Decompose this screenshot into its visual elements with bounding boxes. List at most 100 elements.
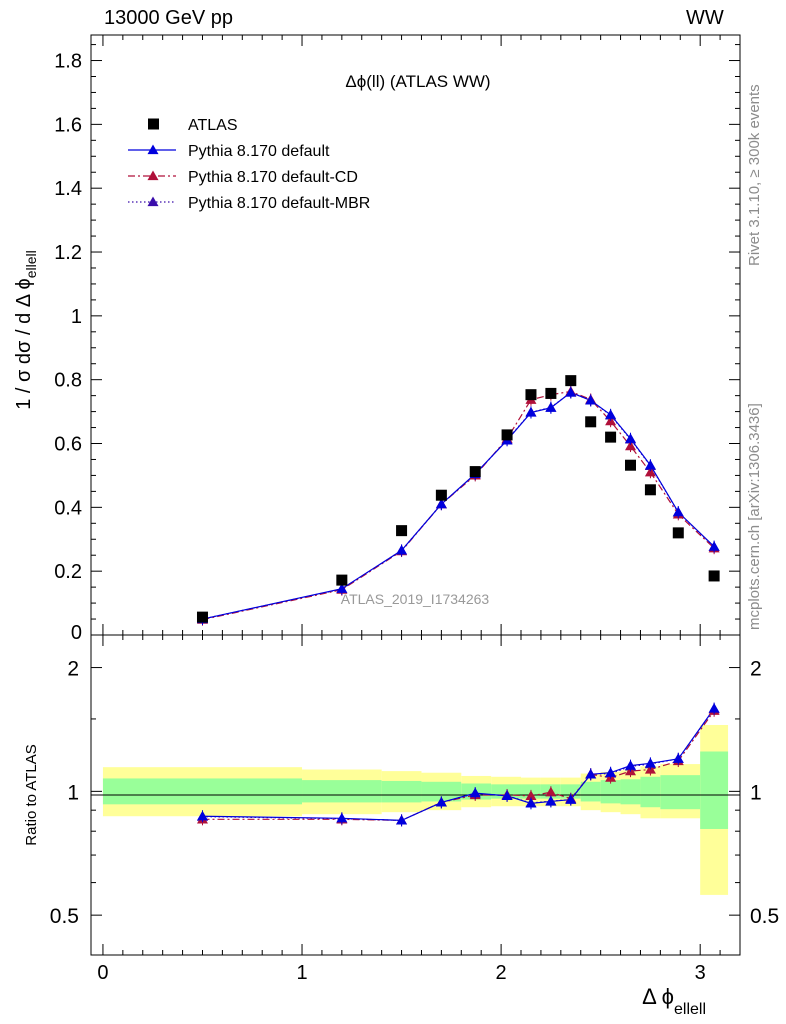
x-axis-label-main: Δ ϕ: [642, 984, 674, 1009]
ratio-y-tick-label: 1: [67, 781, 79, 804]
main-y-tick-label: 0.4: [54, 497, 82, 519]
data-point-atlas: [545, 387, 557, 399]
legend: ATLAS Pythia 8.170 default Pythia 8.170 de…: [128, 117, 370, 212]
data-point-atlas: [565, 375, 577, 387]
x-tick-label: 1: [296, 962, 307, 984]
data-point-pythia-8-170-default: [435, 796, 447, 807]
main-y-axis-label-sub: ellell: [23, 250, 39, 278]
data-point-atlas: [644, 484, 656, 496]
data-point-pythia-8-170-default: [672, 506, 684, 517]
data-point-atlas: [708, 570, 720, 582]
data-point-pythia-8-170-default: [396, 544, 408, 555]
data-point-pythia-8-170-default: [396, 814, 408, 825]
data-point-pythia-8-170-default: [565, 386, 577, 397]
data-point-pythia-8-170-default: [625, 760, 637, 770]
data-point-pythia-8-170-default: [525, 797, 537, 808]
ratio-inner-uncertainty-band: [640, 776, 661, 808]
ratio-inner-uncertainty-band: [580, 781, 601, 802]
ratio-inner-uncertainty-band: [302, 780, 382, 803]
data-point-pythia-8-170-default-cd: [644, 466, 656, 477]
main-panel: 0.2 0.4 0.6 0.8 1 1.2 1.4 1.6 1.8 0 Δϕ(ll) (ATLAS…: [13, 34, 741, 644]
legend-entry-label: ATLAS: [188, 117, 238, 134]
data-point-pythia-8-170-default: [672, 753, 684, 763]
data-point-pythia-8-170-default: [644, 757, 656, 768]
main-y-axis-label-main: 1 / σ dσ / d Δ ϕ: [13, 278, 35, 410]
ratio-plot-frame: [90, 634, 741, 956]
data-point-pythia-8-170-default: [196, 810, 208, 821]
data-point-pythia-8-170-default-cd: [545, 786, 557, 797]
ratio-inner-uncertainty-band: [381, 780, 422, 803]
data-point-pythia-8-170-default: [644, 459, 656, 470]
ratio-y-tick-label-right: 0.5: [750, 905, 779, 928]
watermark-label: ATLAS_2019_I1734263: [341, 591, 490, 607]
main-y-tick-label: 0.8: [54, 370, 82, 392]
ratio-inner-uncertainty-band: [600, 780, 621, 804]
x-tick-label: 2: [496, 962, 507, 984]
data-point-atlas: [625, 459, 637, 471]
data-point-pythia-8-170-default-cd: [525, 790, 537, 801]
x-axis-label-sub: ellell: [674, 1001, 706, 1018]
series-line-pythia-8-170-default-mbr: [202, 708, 715, 821]
main-y-tick-label: 1.4: [54, 178, 82, 200]
data-point-atlas: [435, 489, 447, 501]
main-y-bottom-tick-label: 0: [71, 622, 82, 644]
main-y-tick-label: 0.6: [54, 434, 82, 456]
main-y-tick-label: 1.6: [54, 114, 82, 136]
svg-text:1 / σ dσ / d Δ ϕellell: 1 / σ dσ / d Δ ϕellell: [13, 250, 39, 410]
data-point-pythia-8-170-default-cd: [625, 440, 637, 451]
data-point-pythia-8-170-default: [605, 767, 617, 777]
data-point-pythia-8-170-default: [336, 812, 348, 823]
series-line-pythia-8-170-default-mbr: [202, 391, 715, 620]
legend-entry-label: Pythia 8.170 default-MBR: [188, 195, 370, 212]
ratio-inner-uncertainty-band: [421, 781, 462, 802]
data-point-atlas: [672, 527, 684, 539]
data-point-pythia-8-170-default: [585, 394, 597, 405]
x-axis-label: Δ ϕellell: [642, 984, 706, 1018]
main-chart-title: Δϕ(ll) (ATLAS WW): [345, 72, 490, 91]
data-point-pythia-8-170-default: [625, 433, 637, 443]
legend-marker-triangle: [147, 144, 159, 155]
data-point-pythia-8-170-default: [545, 795, 557, 806]
x-tick-label: 0: [97, 962, 108, 984]
legend-entry-label: Pythia 8.170 default-CD: [188, 169, 358, 186]
data-point-pythia-8-170-default: [605, 409, 617, 419]
data-point-pythia-8-170-default: [585, 768, 597, 779]
data-point-atlas: [585, 416, 597, 428]
ratio-y-tick-label: 0.5: [50, 905, 79, 928]
ratio-inner-uncertainty-band: [700, 751, 729, 829]
main-y-tick-label: 0.2: [54, 561, 82, 583]
ratio-inner-uncertainty-band: [620, 779, 641, 805]
legend-marker-square: [148, 118, 159, 130]
legend-marker-triangle: [147, 196, 159, 207]
data-point-pythia-8-170-default: [565, 794, 577, 804]
legend-entry-label: Pythia 8.170 default: [188, 143, 330, 160]
legend-marker-triangle: [147, 170, 159, 181]
header-right-label: WW: [686, 7, 724, 29]
data-point-atlas: [469, 466, 481, 478]
data-point-atlas: [196, 611, 208, 623]
main-y-axis-label: 1 / σ dσ / d Δ ϕellell: [13, 250, 39, 410]
data-point-pythia-8-170-default: [525, 407, 537, 417]
data-point-pythia-8-170-default: [469, 787, 481, 798]
ratio-inner-uncertainty-band: [102, 778, 303, 805]
ratio-y-axis-label: Ratio to ATLAS: [23, 744, 40, 845]
data-point-atlas: [525, 389, 537, 401]
data-point-pythia-8-170-default: [336, 583, 348, 593]
data-point-atlas: [336, 574, 348, 586]
ratio-y-tick-label: 2: [67, 658, 79, 681]
main-y-tick-label: 1.2: [54, 242, 82, 264]
data-point-pythia-8-170-default: [501, 790, 513, 801]
ratio-y-tick-label-right: 2: [750, 658, 762, 681]
data-point-pythia-8-170-default: [545, 402, 557, 412]
main-y-tick-label: 1: [71, 306, 82, 328]
data-point-pythia-8-170-default: [708, 541, 720, 551]
ratio-panel: 0.5 0.5 1 1 2 2 0 1 2 3 Ratio to ATLAS Δ ϕellell: [23, 634, 779, 1018]
series-line-pythia-8-170-default-cd: [202, 390, 715, 621]
data-point-pythia-8-170-default: [435, 498, 447, 509]
series-line-pythia-8-170-default: [202, 391, 715, 620]
data-point-pythia-8-170-default: [708, 703, 720, 713]
header-left-label: 13000 GeV pp: [104, 7, 233, 29]
x-tick-label: 3: [695, 962, 706, 984]
data-point-atlas: [501, 429, 513, 441]
